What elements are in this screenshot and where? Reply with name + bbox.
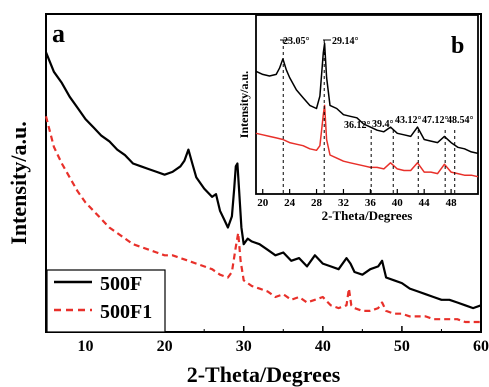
- inset-peak-label: 29.14°: [332, 36, 359, 47]
- inset-x-tick-label: 48: [446, 197, 458, 209]
- inset-x-tick-label: 28: [311, 197, 323, 209]
- main-x-tick-label: 50: [394, 338, 410, 355]
- inset-y-axis-title: Intensity/a.u.: [237, 71, 251, 138]
- inset-x-tick-label: 44: [419, 197, 431, 209]
- main-x-tick-label: 20: [157, 338, 173, 355]
- inset-x-tick-label: 20: [257, 197, 269, 209]
- main-series-line-1: [44, 51, 482, 310]
- main-x-tick-label: 10: [78, 338, 94, 355]
- inset-peak-label: 39.4°: [372, 119, 394, 130]
- main-panel-label: a: [52, 19, 65, 48]
- inset-peak-label: 23.05°: [283, 36, 310, 47]
- main-x-tick-label: 30: [236, 338, 252, 355]
- main-x-tick-label: 60: [473, 338, 489, 355]
- main-chart: 10 20 30 40 50 60 a 2-Theta/Degrees Intensity/a.…: [6, 13, 489, 387]
- inset-series-line-2: [255, 104, 479, 178]
- legend: 500F 500F1: [46, 269, 166, 333]
- main-x-axis-title: 2-Theta/Degrees: [187, 362, 341, 387]
- inset-peak-label: 43.12°: [395, 115, 422, 126]
- inset-x-tick-label: 24: [284, 197, 296, 209]
- inset-plot-frame: [255, 14, 479, 195]
- inset-panel-label: b: [451, 33, 464, 59]
- legend-label-1: 500F: [100, 273, 142, 295]
- inset-x-tick-label: 40: [392, 197, 404, 209]
- inset-x-tick-label: 32: [338, 197, 350, 209]
- legend-label-2: 500F1: [100, 301, 152, 323]
- inset-peak-label: 36.12°: [344, 120, 371, 131]
- main-series-line-2: [44, 116, 481, 324]
- inset-peak-label: 47.12°: [422, 115, 449, 126]
- main-x-tick-label: 40: [315, 338, 331, 355]
- inset-peak-label: 48.54°: [447, 115, 474, 126]
- main-y-axis-title: Intensity/a.u.: [6, 121, 31, 244]
- inset-x-tick-label: 36: [365, 197, 377, 209]
- inset-series-line-1: [255, 42, 479, 155]
- main-plot-frame: [45, 13, 482, 333]
- legend-box: [46, 269, 166, 333]
- inset-x-axis-title: 2-Theta/Degrees: [322, 208, 413, 223]
